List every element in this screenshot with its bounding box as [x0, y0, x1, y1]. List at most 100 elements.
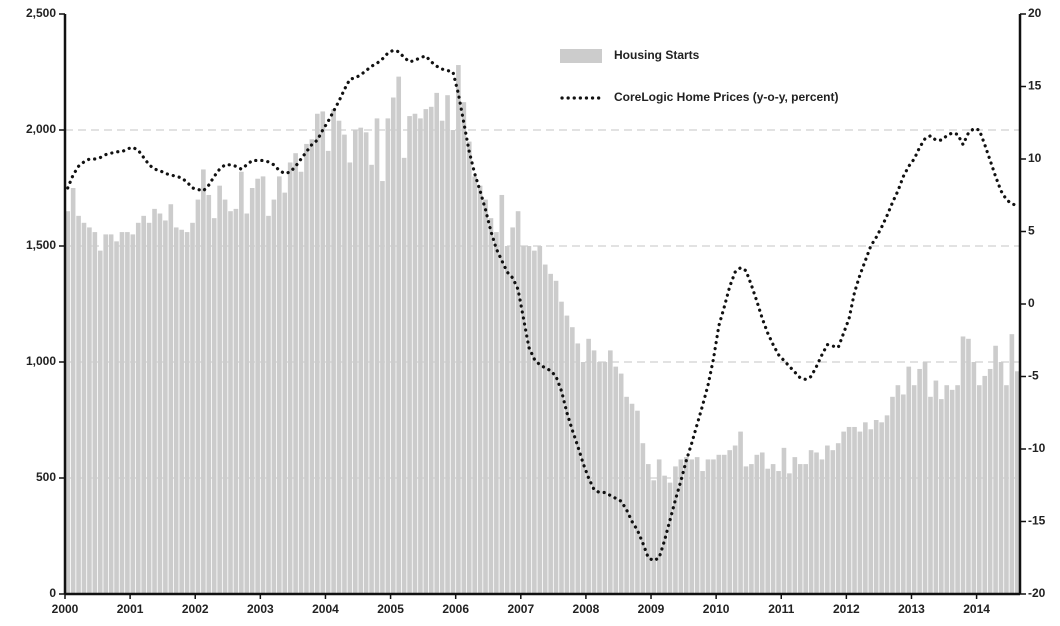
bar [331, 109, 336, 595]
bar [787, 473, 792, 594]
bar [716, 454, 722, 594]
bar [244, 213, 250, 594]
bar [352, 130, 358, 594]
bar [146, 222, 152, 595]
bar [754, 454, 760, 594]
bar [510, 227, 515, 594]
x-tick-label: 2006 [442, 602, 469, 616]
x-tick-label: 2010 [703, 602, 730, 616]
bar [515, 211, 521, 594]
line [66, 48, 1019, 563]
bar [759, 452, 765, 594]
bar [700, 471, 705, 594]
x-tick-label: 2011 [768, 602, 794, 616]
bar [483, 199, 488, 594]
bar [580, 362, 586, 594]
y-tick-label: 2,000 [26, 122, 56, 136]
y-tick-label: 2,500 [26, 6, 56, 20]
x-tick-label: 2007 [507, 602, 534, 616]
bar [298, 171, 304, 594]
bar [271, 199, 277, 594]
bar [987, 368, 993, 594]
bar [358, 127, 364, 595]
bar [597, 362, 602, 594]
x-tick-label: 2008 [573, 602, 600, 616]
bar [982, 375, 988, 594]
y2-tick-label: 5 [1028, 224, 1035, 238]
bar [390, 97, 396, 595]
bar [157, 213, 163, 594]
bar [863, 422, 868, 594]
bar [825, 445, 830, 594]
bar [466, 141, 472, 594]
bar [846, 426, 852, 594]
bar [819, 459, 825, 594]
bar [461, 102, 467, 594]
bar [683, 457, 689, 594]
legend-swatch [560, 49, 602, 63]
bar [971, 362, 977, 594]
bar [152, 208, 157, 594]
bar [163, 220, 168, 595]
bar [770, 464, 776, 594]
bar [374, 118, 380, 595]
bar [667, 482, 673, 594]
bar [211, 218, 217, 594]
bar [613, 366, 619, 594]
bar [445, 95, 450, 594]
bar [998, 362, 1004, 594]
bar [542, 264, 548, 594]
bar [976, 385, 982, 594]
bar [890, 396, 895, 594]
bar [852, 426, 857, 594]
y2-tick-label: -15 [1028, 514, 1046, 528]
bar [711, 459, 716, 594]
bar [705, 459, 711, 594]
x-tick-label: 2009 [638, 602, 665, 616]
bar [911, 385, 917, 594]
x-tick-label: 2000 [52, 602, 79, 616]
bar [494, 232, 499, 594]
bar [618, 373, 624, 594]
bar [255, 178, 260, 594]
bar [173, 227, 179, 594]
bar [135, 222, 141, 595]
bar [879, 422, 884, 594]
bar [835, 443, 841, 594]
bar [797, 464, 803, 594]
bar [564, 315, 570, 594]
bar [217, 185, 222, 594]
bar [380, 181, 385, 595]
bar [526, 246, 532, 594]
x-tick-label: 2002 [182, 602, 209, 616]
bar [721, 454, 727, 594]
bar [651, 480, 657, 594]
bar [239, 171, 244, 594]
x-tick-label: 2005 [377, 602, 404, 616]
bar [629, 403, 635, 594]
bar [949, 389, 955, 594]
y-tick-label: 1,500 [26, 238, 56, 252]
bar [743, 466, 749, 594]
bar [92, 232, 98, 594]
bar [591, 350, 597, 594]
bar [407, 116, 412, 594]
bar [282, 192, 288, 594]
bar [222, 199, 228, 594]
bar [336, 120, 342, 594]
bar [320, 111, 326, 594]
y-tick-label: 500 [36, 470, 56, 484]
bar [532, 250, 537, 594]
bar [765, 468, 770, 594]
bar [922, 362, 928, 594]
bar [130, 234, 136, 594]
bar [645, 464, 651, 594]
bar [738, 431, 743, 594]
bar [125, 232, 130, 594]
bar [960, 336, 966, 594]
bar [1009, 334, 1015, 594]
legend-label: CoreLogic Home Prices (y-o-y, percent) [614, 90, 839, 104]
bar [781, 447, 787, 594]
bar [418, 118, 423, 595]
